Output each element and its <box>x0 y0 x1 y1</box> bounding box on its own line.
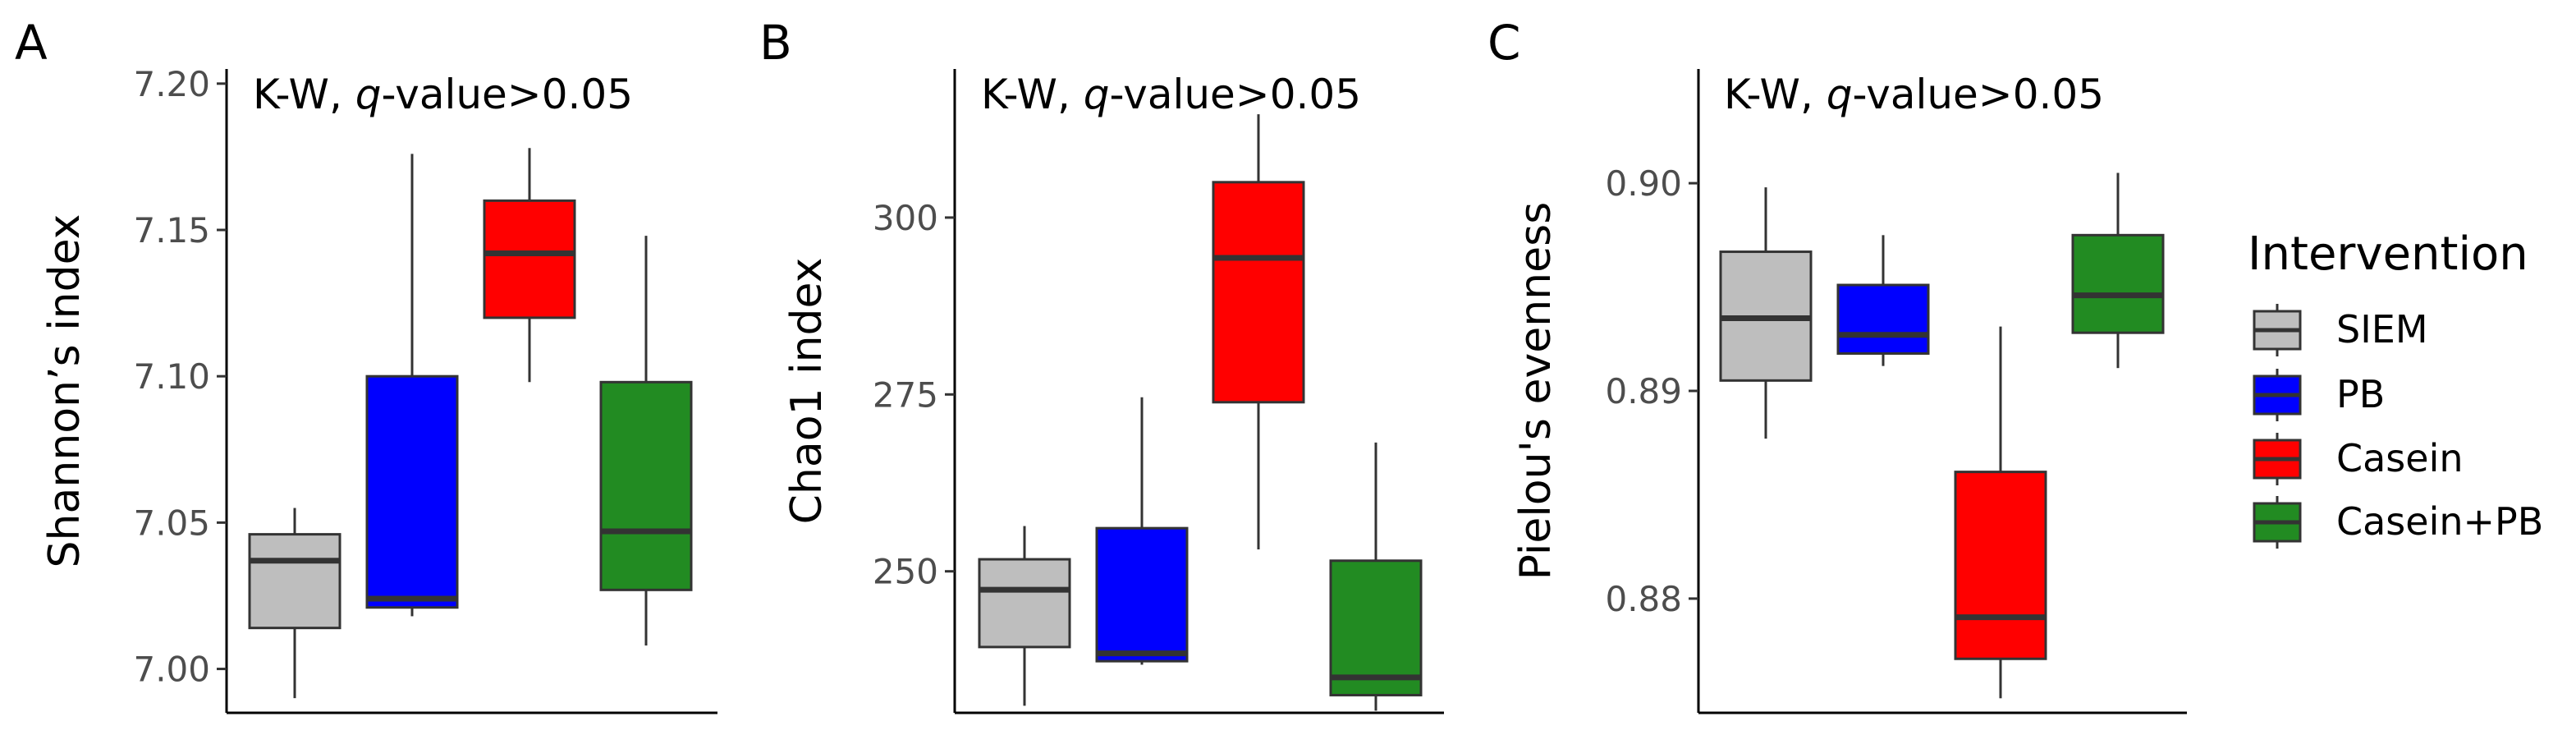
box-iqr <box>1329 559 1423 696</box>
box-iqr <box>2071 233 2165 334</box>
panel-a: A Shannon’s index 7.00 7.05 7.10 7.15 7.20 K-W,… <box>15 15 717 714</box>
legend-label: PB <box>2336 372 2385 416</box>
box-pb <box>1836 235 1930 366</box>
legend-label: SIEM <box>2336 307 2428 351</box>
y-axis-label: Shannon’s index <box>40 214 89 568</box>
box-iqr <box>1095 526 1189 663</box>
box-iqr <box>1836 283 1930 355</box>
box-iqr <box>483 199 576 319</box>
box-casein <box>483 148 576 383</box>
box-casein-plus-pb <box>1329 442 1423 711</box>
box-iqr <box>1954 471 2047 660</box>
y-tick-label: 275 <box>873 374 938 415</box>
box-iqr <box>365 374 459 609</box>
box-iqr <box>248 533 341 630</box>
panel-label: A <box>15 15 48 71</box>
y-tick-label: 300 <box>873 198 938 238</box>
y-tick-label: 0.88 <box>1605 579 1682 619</box>
box-siem <box>978 526 1071 706</box>
y-axis-label: Chao1 index <box>782 258 832 525</box>
box-casein-plus-pb <box>599 236 693 646</box>
y-tick-label: 7.00 <box>133 650 210 690</box>
legend-entry-pb: PB <box>2253 369 2385 421</box>
y-tick-label: 7.20 <box>133 64 210 104</box>
box-iqr <box>1212 181 1305 404</box>
y-tick-label: 7.05 <box>133 503 210 543</box>
box-casein-plus-pb <box>2071 172 2165 369</box>
significance-annotation: K-W, q-value>0.05 <box>1724 71 2104 118</box>
panel-label: C <box>1487 15 1521 71</box>
box-iqr <box>599 380 693 591</box>
legend-entry-casein-plus-pb: Casein+PB <box>2253 496 2543 549</box>
box-pb <box>1095 397 1189 665</box>
y-tick-label: 250 <box>873 552 938 592</box>
box-siem <box>1719 187 1813 439</box>
significance-annotation: K-W, q-value>0.05 <box>253 71 633 118</box>
box-pb <box>365 154 459 617</box>
panel-label: B <box>759 15 792 71</box>
y-tick-label: 7.15 <box>133 210 210 250</box>
legend: Intervention SIEM PB Casein Casein+PB <box>2248 227 2543 549</box>
legend-entry-casein: Casein <box>2253 433 2464 485</box>
legend-title: Intervention <box>2248 227 2528 281</box>
significance-annotation: K-W, q-value>0.05 <box>981 71 1361 118</box>
box-siem <box>248 508 341 699</box>
y-axis-label: Pielou's evenness <box>1511 202 1561 581</box>
box-iqr <box>978 558 1071 649</box>
panel-b: B Chao1 index 250 275 300 K-W, q-value>0.05 <box>759 15 1444 714</box>
y-tick-label: 7.10 <box>133 356 210 397</box>
y-tick-label: 0.90 <box>1605 163 1682 204</box>
legend-entry-siem: SIEM <box>2253 304 2428 356</box>
y-tick-label: 0.89 <box>1605 371 1682 411</box>
box-casein <box>1212 114 1305 549</box>
legend-label: Casein <box>2336 436 2464 480</box>
legend-label: Casein+PB <box>2336 499 2543 544</box>
box-casein <box>1954 326 2047 699</box>
panel-c: C Pielou's evenness 0.88 0.89 0.90 K-W, q-val… <box>1487 15 2187 714</box>
